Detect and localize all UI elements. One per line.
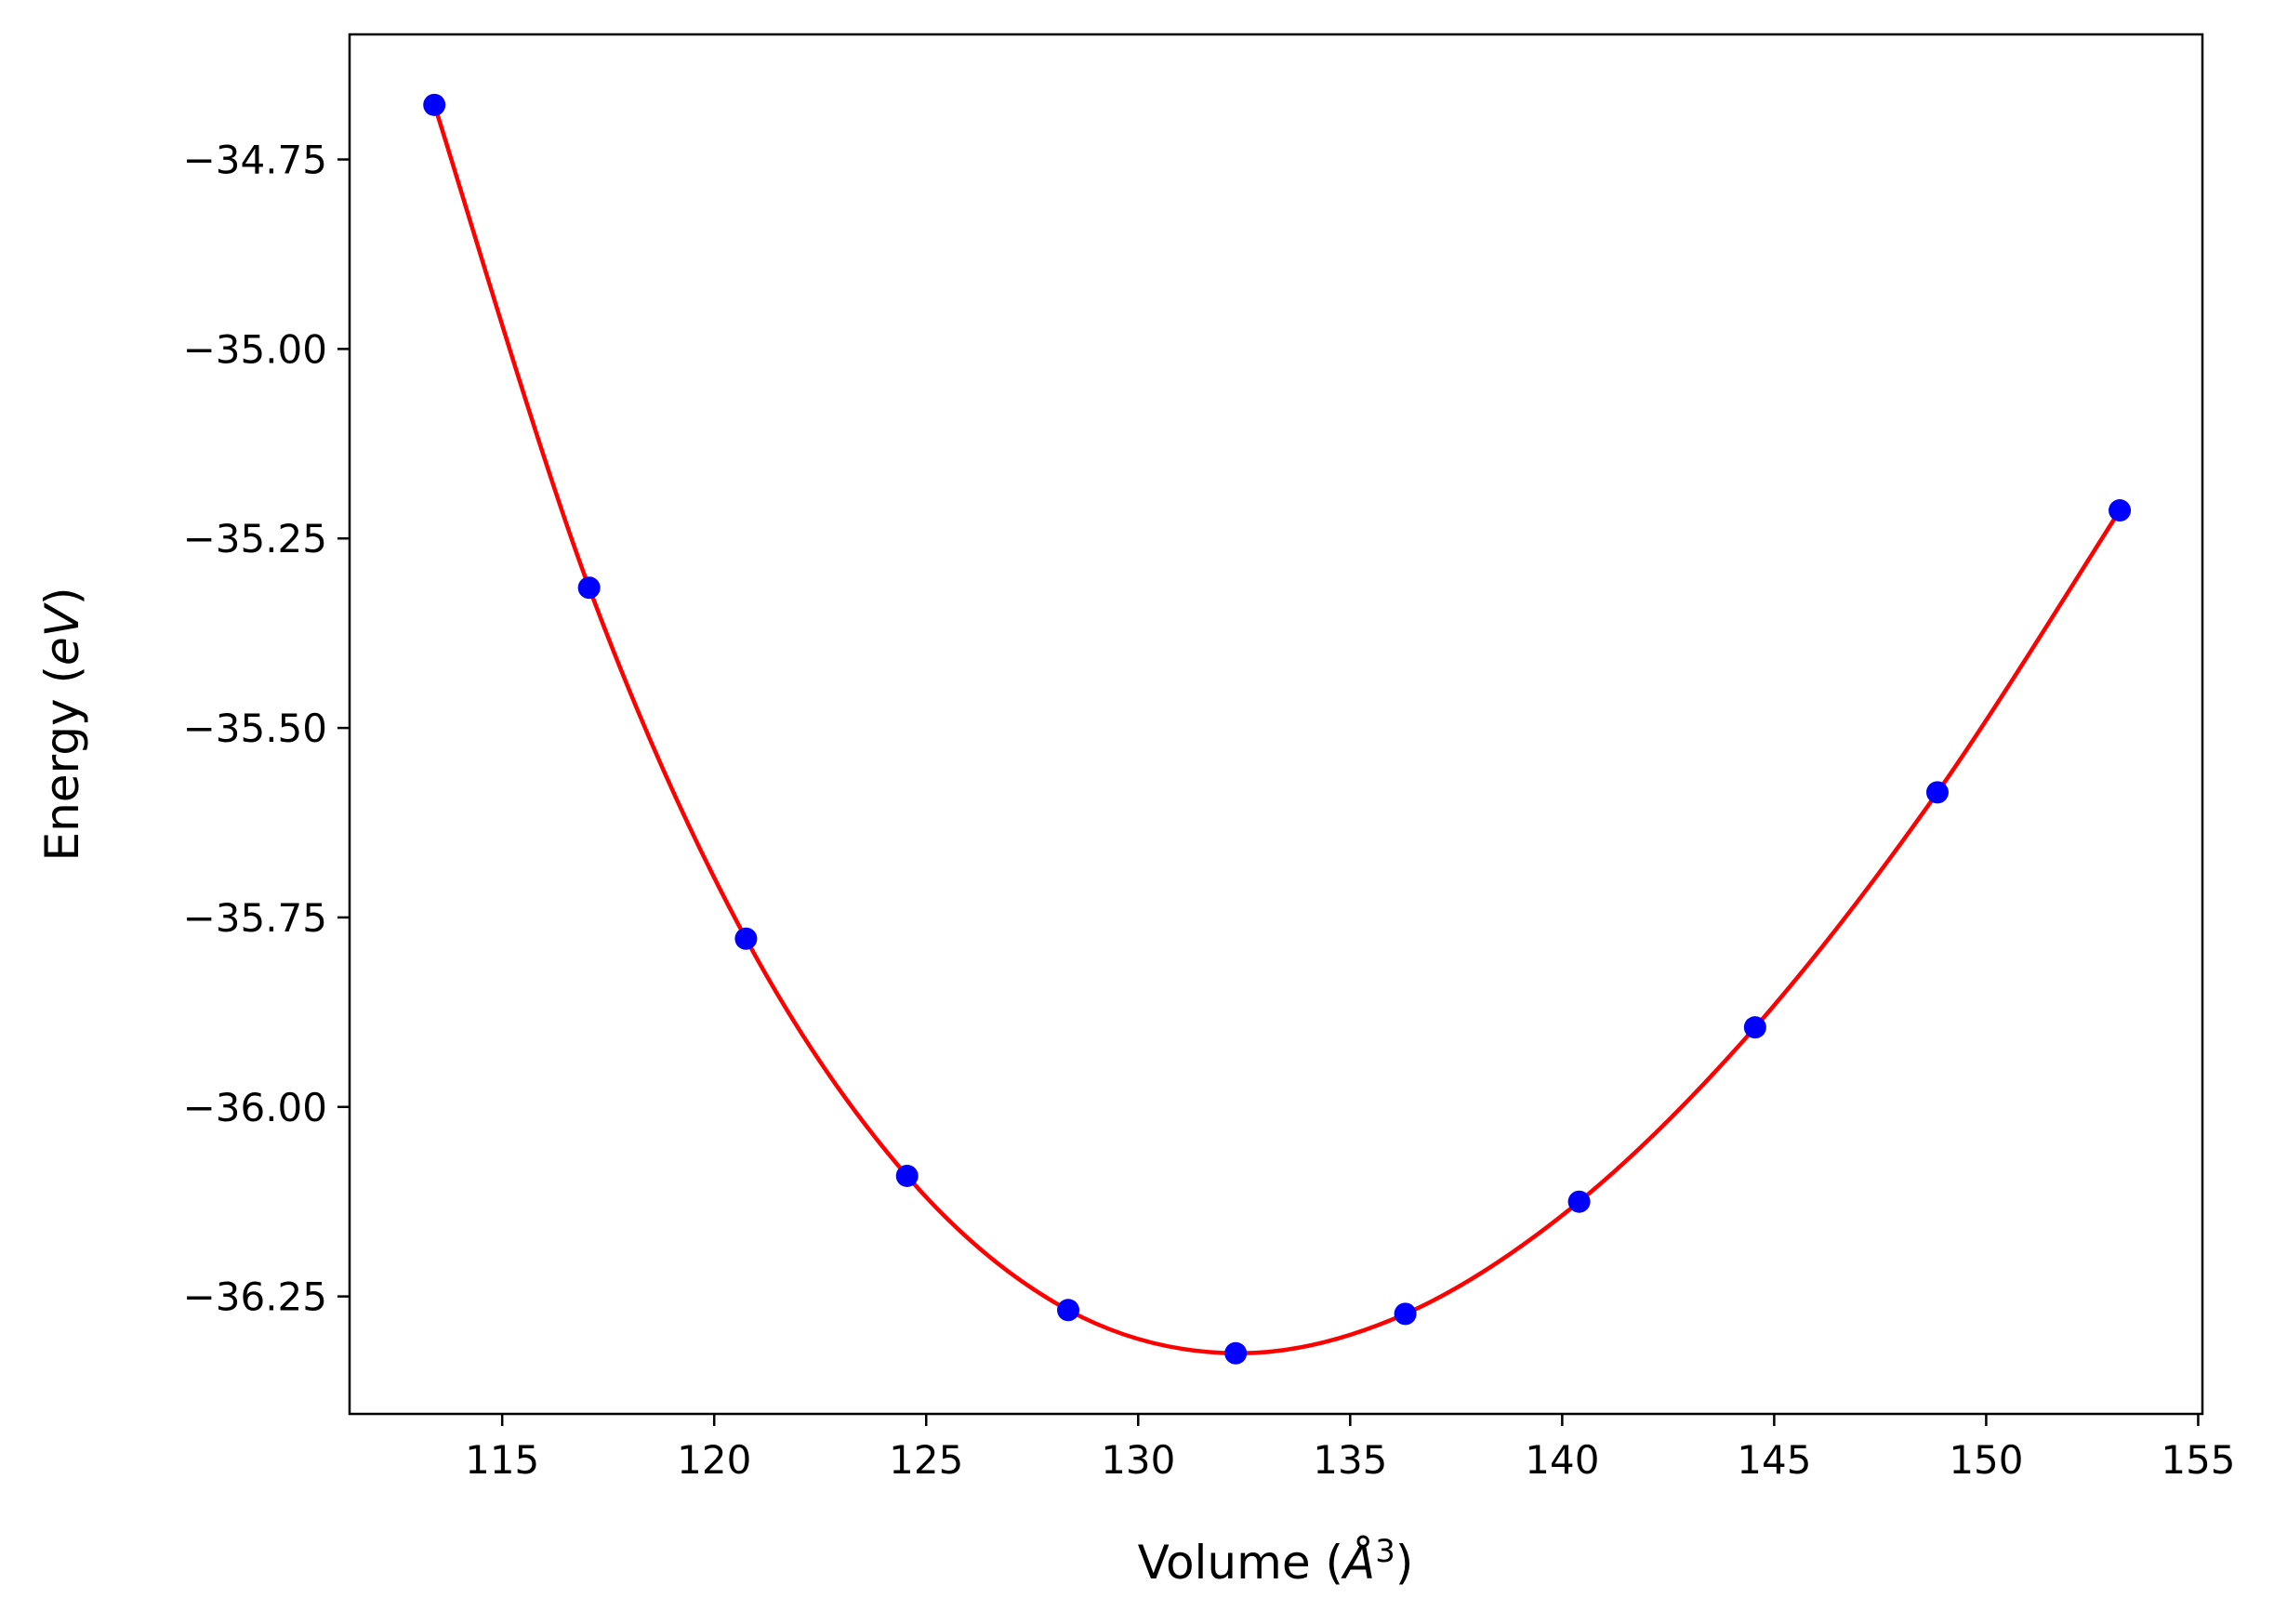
y-tick-label: −36.00: [183, 1085, 327, 1130]
data-point: [1224, 1341, 1248, 1365]
data-point: [1567, 1190, 1591, 1213]
data-point: [1394, 1302, 1417, 1326]
x-axis-ticks: 115 120 125 130 135 140 145 150 155: [465, 1414, 2236, 1483]
y-tick-label: −35.50: [183, 706, 327, 751]
plot-area: [423, 93, 2132, 1365]
data-point: [423, 93, 446, 116]
axes-frame: [348, 33, 2204, 1416]
x-tick-label: 125: [889, 1437, 963, 1483]
x-tick-label: 130: [1101, 1437, 1175, 1483]
data-point: [1743, 1016, 1766, 1039]
x-tick-label: 115: [465, 1437, 539, 1483]
y-axis-ticks: −34.75 −35.00 −35.25 −35.50 −35.75 −36.00 −36.…: [183, 138, 350, 1320]
data-point: [1057, 1299, 1080, 1322]
x-tick-label: 155: [2161, 1437, 2235, 1483]
x-axis-label: Volume (Å3): [1138, 1533, 1414, 1590]
x-tick-label: 150: [1949, 1437, 2023, 1483]
data-point: [1925, 781, 1949, 804]
y-tick-label: −35.75: [183, 895, 327, 941]
fit-curve-line: [432, 104, 2122, 1356]
data-point: [577, 576, 601, 600]
y-tick-label: −35.25: [183, 516, 327, 561]
x-tick-label: 135: [1313, 1437, 1387, 1483]
x-tick-label: 140: [1525, 1437, 1599, 1483]
y-tick-label: −35.00: [183, 326, 327, 372]
x-tick-label: 120: [677, 1437, 751, 1483]
y-tick-label: −36.25: [183, 1274, 327, 1320]
y-tick-label: −34.75: [183, 138, 327, 183]
y-axis-label: Energy (eV): [35, 588, 89, 862]
data-point: [895, 1164, 919, 1187]
data-point: [2109, 499, 2132, 522]
data-point: [734, 927, 758, 950]
x-tick-label: 145: [1737, 1437, 1811, 1483]
